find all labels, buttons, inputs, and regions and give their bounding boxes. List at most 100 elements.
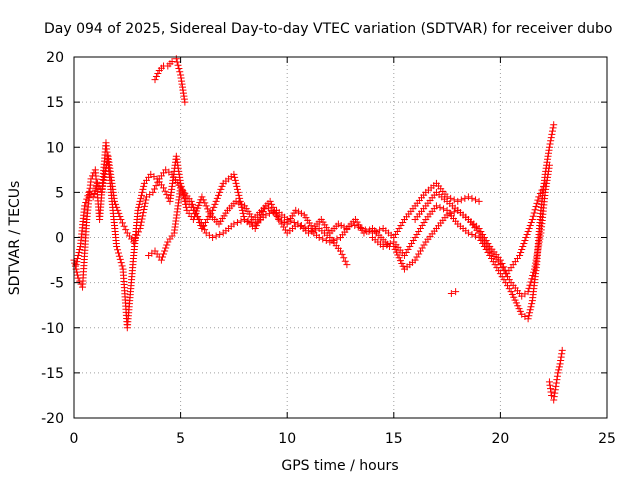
data-point-dense <box>383 241 391 249</box>
data-point-dense <box>547 137 555 145</box>
y-tick-label: -15 <box>41 366 64 382</box>
data-point-dense <box>201 199 209 207</box>
data-point-dense <box>557 353 565 361</box>
data-point <box>464 229 472 237</box>
data-point-dense <box>547 388 555 396</box>
data-point-dense <box>549 124 557 132</box>
data-point <box>552 382 560 390</box>
data-point <box>98 188 106 196</box>
data-point-dense <box>526 281 534 289</box>
data-point-dense <box>114 246 122 254</box>
data-point-dense <box>178 187 186 195</box>
data-point-dense <box>504 273 512 281</box>
data-point <box>134 206 142 214</box>
data-point-dense <box>215 191 223 199</box>
data-point-dense <box>137 218 145 226</box>
data-point-dense <box>139 209 147 217</box>
data-point-dense <box>82 199 90 207</box>
y-tick-label: 20 <box>46 50 64 66</box>
data-point-dense <box>533 253 541 261</box>
data-point <box>334 220 342 228</box>
data-point-dense <box>440 205 448 213</box>
data-point-dense <box>534 247 542 255</box>
data-point-dense <box>416 224 424 232</box>
data-point-dense <box>409 237 417 245</box>
data-point-dense <box>233 185 241 193</box>
data-point-dense <box>240 212 248 220</box>
data-point-dense <box>210 203 218 211</box>
data-point <box>550 121 558 129</box>
data-point <box>475 197 483 205</box>
data-point-dense <box>301 223 309 231</box>
data-point-dense <box>529 272 537 280</box>
x-tick-label: 5 <box>176 431 185 447</box>
data-point-dense <box>205 212 213 220</box>
data-point <box>181 98 189 106</box>
data-point-dense <box>480 234 488 241</box>
data-point-dense <box>207 209 215 217</box>
data-point-dense <box>120 222 128 230</box>
data-point-dense <box>211 200 219 208</box>
data-point-dense <box>338 250 346 258</box>
data-point-dense <box>393 227 401 235</box>
data-point-dense <box>73 258 81 266</box>
data-point <box>545 143 553 151</box>
data-point-dense <box>117 259 125 267</box>
data-point-dense <box>416 247 424 255</box>
data-point-dense <box>553 372 561 380</box>
data-point-dense <box>399 218 407 226</box>
data-point <box>230 170 238 178</box>
data-point-dense <box>551 389 559 397</box>
data-point-dense <box>138 188 146 196</box>
data-point-dense <box>76 246 84 254</box>
data-point <box>209 234 217 241</box>
data-point-dense <box>484 240 492 248</box>
data-point-dense <box>99 179 107 187</box>
data-point-dense <box>535 241 543 249</box>
data-point <box>550 396 558 404</box>
data-point <box>541 179 549 187</box>
data-point-dense <box>436 203 444 211</box>
data-point-dense <box>142 196 150 204</box>
data-point-dense <box>361 226 369 234</box>
data-point-dense <box>239 209 247 217</box>
data-point-dense <box>139 212 147 220</box>
data-point-dense <box>395 224 403 232</box>
data-point <box>379 243 387 251</box>
data-point-dense <box>248 218 256 226</box>
data-point-dense <box>83 195 91 203</box>
data-point-dense <box>521 237 529 245</box>
data-point-dense <box>236 197 244 205</box>
data-point-dense <box>75 249 83 257</box>
data-point-dense <box>233 218 241 226</box>
series-track-h <box>447 288 460 297</box>
y-axis-label: SDTVAR / TECUs <box>7 181 23 296</box>
data-point-dense <box>457 196 465 204</box>
data-point <box>241 215 249 223</box>
series-track-b <box>72 152 483 269</box>
data-point-dense <box>550 393 558 401</box>
data-point-dense <box>173 58 181 66</box>
data-point-dense <box>527 303 535 311</box>
data-point-dense <box>546 381 554 389</box>
data-point-dense <box>137 194 145 202</box>
series-track-g <box>411 179 549 278</box>
data-point-dense <box>99 182 107 190</box>
data-point-dense <box>134 228 142 236</box>
data-point-dense <box>520 240 528 248</box>
data-point-dense <box>113 203 121 211</box>
data-point-dense <box>534 196 542 204</box>
data-point-dense <box>175 65 183 73</box>
data-point <box>343 261 351 269</box>
data-point-dense <box>216 230 224 238</box>
data-point-dense <box>235 191 243 199</box>
data-point <box>454 197 462 205</box>
data-point-dense <box>174 61 182 69</box>
data-point-dense <box>538 186 546 194</box>
data-point <box>315 234 323 241</box>
data-point-dense <box>213 194 221 202</box>
data-point-dense <box>280 223 288 231</box>
data-point <box>117 215 125 223</box>
data-point <box>337 247 344 255</box>
data-point-dense <box>233 182 241 190</box>
